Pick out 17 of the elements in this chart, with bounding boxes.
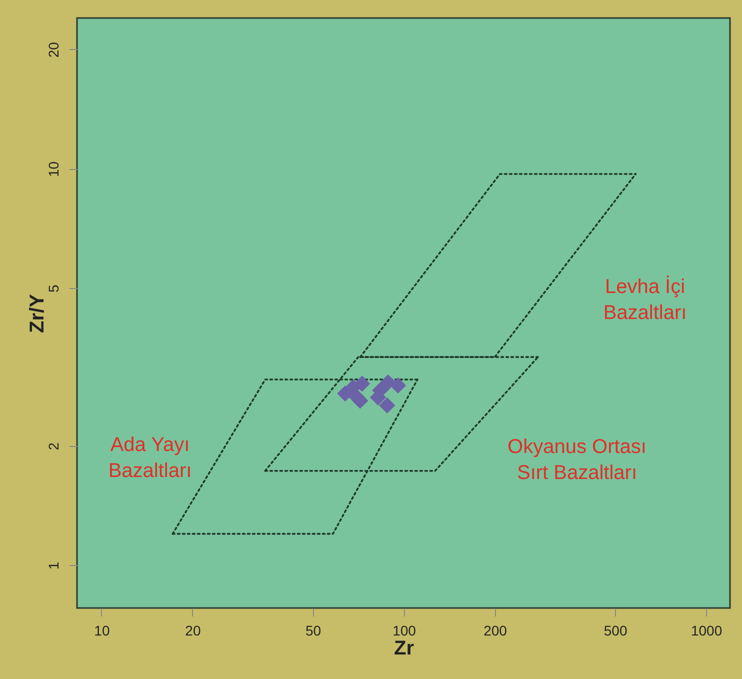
y-axis-title: Zr/Y [26,293,48,333]
y-tick-label: 20 [46,42,62,58]
x-tick-label: 20 [185,622,201,638]
y-tick-label: 2 [46,442,62,450]
y-tick-label: 10 [46,161,62,178]
y-tick-label: 5 [46,284,62,292]
y-tick-label: 1 [46,562,62,570]
annotation: Ada Yayı Bazaltları [108,434,192,482]
annotation: Okyanus Ortası Sırt Bazaltları [508,436,646,484]
x-axis-title: Zr [394,638,414,660]
x-tick-label: 100 [392,622,416,638]
x-tick-label: 500 [604,622,628,638]
annotation: Levha İçi Bazaltları [603,275,687,324]
x-tick-label: 10 [94,622,110,638]
x-tick-label: 50 [305,622,322,638]
x-tick-label: 1000 [690,622,722,638]
x-tick-label: 200 [484,622,508,638]
